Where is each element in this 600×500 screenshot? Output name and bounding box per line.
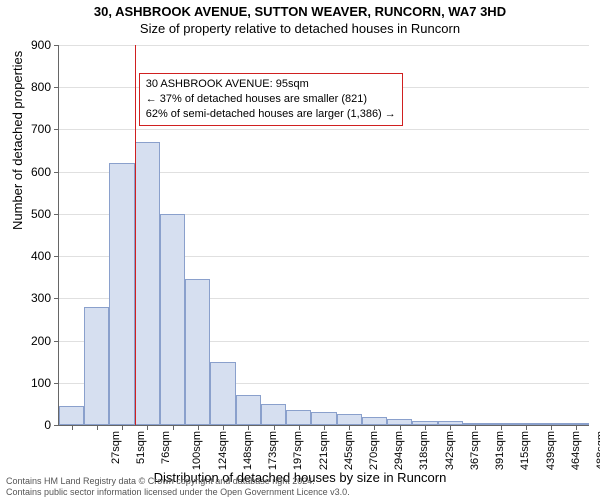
gridline [59, 45, 589, 46]
histogram-bar [311, 412, 336, 425]
histogram-bar [109, 163, 134, 425]
y-tick [54, 298, 59, 299]
x-tick [97, 425, 98, 430]
x-tick-label: 391sqm [494, 431, 506, 470]
histogram-bar [210, 362, 235, 425]
y-tick-label: 0 [44, 418, 51, 432]
y-tick [54, 383, 59, 384]
x-tick-label: 245sqm [343, 431, 355, 470]
y-tick-label: 800 [31, 80, 51, 94]
x-tick [248, 425, 249, 430]
histogram-bar [337, 414, 362, 425]
histogram-bar [160, 214, 185, 425]
x-tick [173, 425, 174, 430]
x-tick [450, 425, 451, 430]
x-tick-label: 27sqm [110, 431, 122, 464]
annotation-line: ← 37% of detached houses are smaller (82… [146, 92, 396, 107]
y-tick-label: 600 [31, 165, 51, 179]
x-tick-label: 76sqm [160, 431, 172, 464]
x-tick [501, 425, 502, 430]
footer-attribution: Contains HM Land Registry data © Crown c… [6, 476, 350, 498]
y-tick [54, 87, 59, 88]
footer-line1: Contains HM Land Registry data © Crown c… [6, 476, 350, 487]
x-tick [274, 425, 275, 430]
x-tick [299, 425, 300, 430]
chart-subtitle: Size of property relative to detached ho… [0, 19, 600, 36]
x-tick-label: 464sqm [570, 431, 582, 470]
x-tick [400, 425, 401, 430]
x-tick [223, 425, 224, 430]
x-tick-label: 367sqm [469, 431, 481, 470]
annotation-line: 30 ASHBROOK AVENUE: 95sqm [146, 77, 396, 92]
x-tick [324, 425, 325, 430]
x-tick-label: 173sqm [267, 431, 279, 470]
y-tick-label: 900 [31, 38, 51, 52]
x-tick [425, 425, 426, 430]
x-tick [198, 425, 199, 430]
histogram-bar [236, 395, 261, 425]
y-tick-label: 700 [31, 122, 51, 136]
x-tick [551, 425, 552, 430]
x-tick-label: 488sqm [595, 431, 600, 470]
histogram-chart: 010020030040050060070080090027sqm51sqm76… [58, 45, 589, 426]
x-tick [374, 425, 375, 430]
x-tick [475, 425, 476, 430]
x-tick-label: 342sqm [444, 431, 456, 470]
y-tick [54, 425, 59, 426]
x-tick-label: 197sqm [292, 431, 304, 470]
chart-title: 30, ASHBROOK AVENUE, SUTTON WEAVER, RUNC… [0, 0, 600, 19]
histogram-bar [185, 279, 210, 425]
x-tick-label: 318sqm [419, 431, 431, 470]
histogram-bar [286, 410, 311, 425]
histogram-bar [59, 406, 84, 425]
x-tick [72, 425, 73, 430]
y-tick-label: 200 [31, 334, 51, 348]
y-tick-label: 400 [31, 249, 51, 263]
histogram-bar [84, 307, 109, 425]
x-tick-label: 270sqm [368, 431, 380, 470]
x-tick-label: 124sqm [217, 431, 229, 470]
x-tick-label: 221sqm [318, 431, 330, 470]
histogram-bar [362, 417, 387, 425]
x-tick-label: 439sqm [545, 431, 557, 470]
y-tick-label: 300 [31, 291, 51, 305]
y-tick [54, 256, 59, 257]
x-tick [122, 425, 123, 430]
histogram-bar [261, 404, 286, 425]
gridline [59, 129, 589, 130]
y-tick-label: 100 [31, 376, 51, 390]
histogram-bar [135, 142, 160, 425]
x-tick [576, 425, 577, 430]
footer-line2: Contains public sector information licen… [6, 487, 350, 498]
x-tick-label: 148sqm [242, 431, 254, 470]
x-tick-label: 415sqm [520, 431, 532, 470]
y-axis-title: Number of detached properties [10, 51, 25, 230]
y-tick [54, 172, 59, 173]
y-tick [54, 341, 59, 342]
x-tick [147, 425, 148, 430]
x-tick-label: 100sqm [191, 431, 203, 470]
y-tick [54, 45, 59, 46]
x-tick-label: 294sqm [393, 431, 405, 470]
x-tick [526, 425, 527, 430]
y-tick-label: 500 [31, 207, 51, 221]
annotation-line: 62% of semi-detached houses are larger (… [146, 107, 396, 122]
x-tick-label: 51sqm [135, 431, 147, 464]
annotation-box: 30 ASHBROOK AVENUE: 95sqm← 37% of detach… [139, 73, 403, 126]
y-tick [54, 129, 59, 130]
property-marker-line [135, 45, 136, 425]
x-tick [349, 425, 350, 430]
y-tick [54, 214, 59, 215]
